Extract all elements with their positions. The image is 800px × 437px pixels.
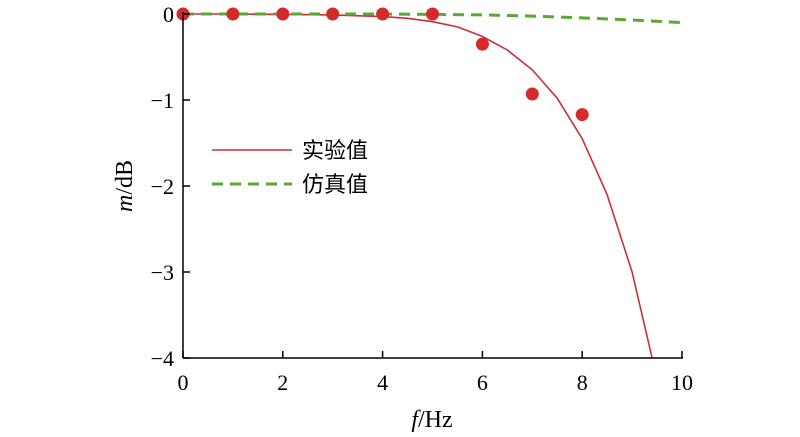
data-point bbox=[226, 7, 240, 21]
y-tick-label: −2 bbox=[151, 174, 174, 199]
y-tick-label: 0 bbox=[163, 2, 174, 27]
legend: 实验值 仿真值 bbox=[212, 139, 368, 198]
axes bbox=[182, 12, 683, 359]
y-ticks: 0 −1 −2 −3 −4 bbox=[151, 2, 190, 371]
series-line-simulation bbox=[183, 12, 683, 25]
x-tick-label: 8 bbox=[577, 370, 588, 395]
x-axis-label: f/Hz bbox=[411, 407, 452, 433]
y-tick-label: −3 bbox=[151, 260, 174, 285]
plot-area bbox=[176, 7, 683, 359]
data-point bbox=[475, 37, 489, 51]
legend-label-experimental: 实验值 bbox=[302, 139, 368, 164]
data-point bbox=[575, 108, 589, 122]
x-tick-label: 6 bbox=[477, 370, 488, 395]
data-point bbox=[326, 7, 340, 21]
x-tick-label: 10 bbox=[671, 370, 693, 395]
data-point bbox=[426, 7, 439, 21]
y-tick-label: −1 bbox=[151, 88, 174, 113]
x-tick-label: 0 bbox=[178, 370, 189, 395]
x-axis-label-symbol: f bbox=[411, 407, 421, 433]
data-point bbox=[276, 7, 290, 21]
x-tick-label: 4 bbox=[377, 370, 388, 395]
data-point bbox=[525, 87, 539, 101]
legend-label-simulation: 仿真值 bbox=[302, 173, 368, 198]
data-point bbox=[376, 7, 390, 21]
y-axis-label-unit: /dB bbox=[112, 160, 138, 195]
y-axis-label-symbol: m bbox=[112, 195, 138, 212]
x-ticks: 0 2 4 6 8 10 bbox=[178, 351, 693, 395]
x-tick-label: 2 bbox=[277, 370, 288, 395]
x-axis-label-unit: /Hz bbox=[418, 407, 453, 433]
y-tick-label: −4 bbox=[151, 346, 174, 371]
series-line-experimental bbox=[183, 13, 653, 359]
y-axis-label: m/dB bbox=[112, 160, 138, 212]
